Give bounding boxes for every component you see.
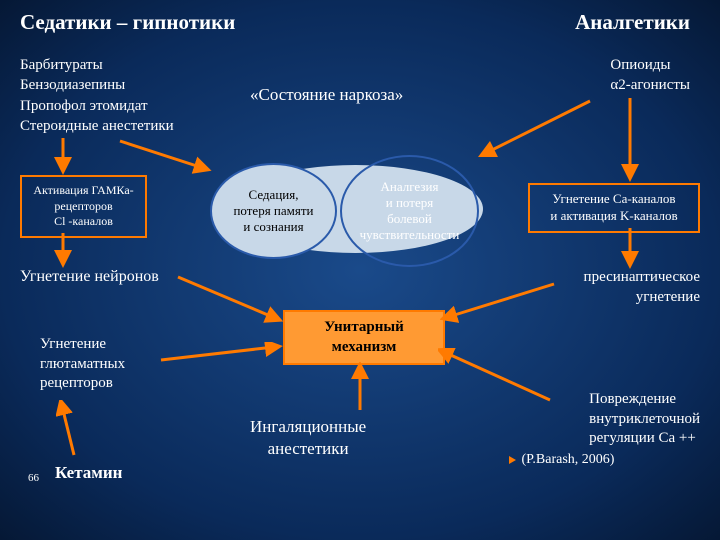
unit-mechanism-box: Унитарный механизм — [283, 310, 445, 365]
oval-analgesia: Аналгезия и потеря болевой чувствительно… — [340, 155, 479, 267]
arrow-icon — [350, 362, 370, 417]
arrow-icon — [158, 342, 284, 372]
title-sedatives: Седатики – гипнотики — [20, 10, 235, 35]
damage-label: Повреждение внутриклеточной регуляции Ca… — [589, 390, 700, 449]
arrow-icon — [620, 98, 640, 183]
list-item: Бензодиазепины — [20, 75, 174, 95]
list-item: Стероидные анестетики — [20, 116, 174, 136]
oval-sedation: Седация, потеря памяти и сознания — [210, 163, 337, 259]
arrow-icon — [440, 281, 560, 325]
arrow-icon — [438, 348, 556, 408]
title-analgesics: Аналгетики — [575, 10, 690, 35]
ca-k-box: Угнетение Ca-каналов и активация K-канал… — [528, 183, 700, 233]
arrow-icon — [53, 138, 73, 176]
inhalation-label: Ингаляционные анестетики — [250, 416, 366, 460]
list-item: Опиоиды — [610, 55, 690, 75]
neuron-depression-label: Угнетение нейронов — [20, 268, 159, 286]
list-item: Пропофол этомидат — [20, 96, 174, 116]
presynaptic-label: пресинаптическое угнетение — [584, 268, 700, 307]
glutamate-label: Угнетение глютаматных рецепторов — [40, 335, 125, 394]
arrow-icon — [478, 98, 598, 163]
arrow-icon — [620, 228, 640, 270]
ketamine-label: Кетамин — [55, 463, 122, 483]
arrow-icon — [56, 400, 86, 462]
arrow-icon — [175, 272, 285, 327]
center-title: «Состояние наркоза» — [250, 85, 403, 105]
analgesics-list: Опиоиды α2-агонисты — [610, 55, 690, 96]
list-item: α2-агонисты — [610, 75, 690, 95]
list-item: Барбитураты — [20, 55, 174, 75]
arrow-icon — [53, 233, 73, 269]
gaba-box: Активация ГАМКа- рецепторов Cl -каналов — [20, 175, 147, 238]
citation: (P.Barash, 2006) — [506, 452, 614, 468]
arrow-icon — [115, 138, 215, 178]
page-number: 66 — [28, 472, 39, 484]
sedatives-list: Барбитураты Бензодиазепины Пропофол этом… — [20, 55, 174, 136]
